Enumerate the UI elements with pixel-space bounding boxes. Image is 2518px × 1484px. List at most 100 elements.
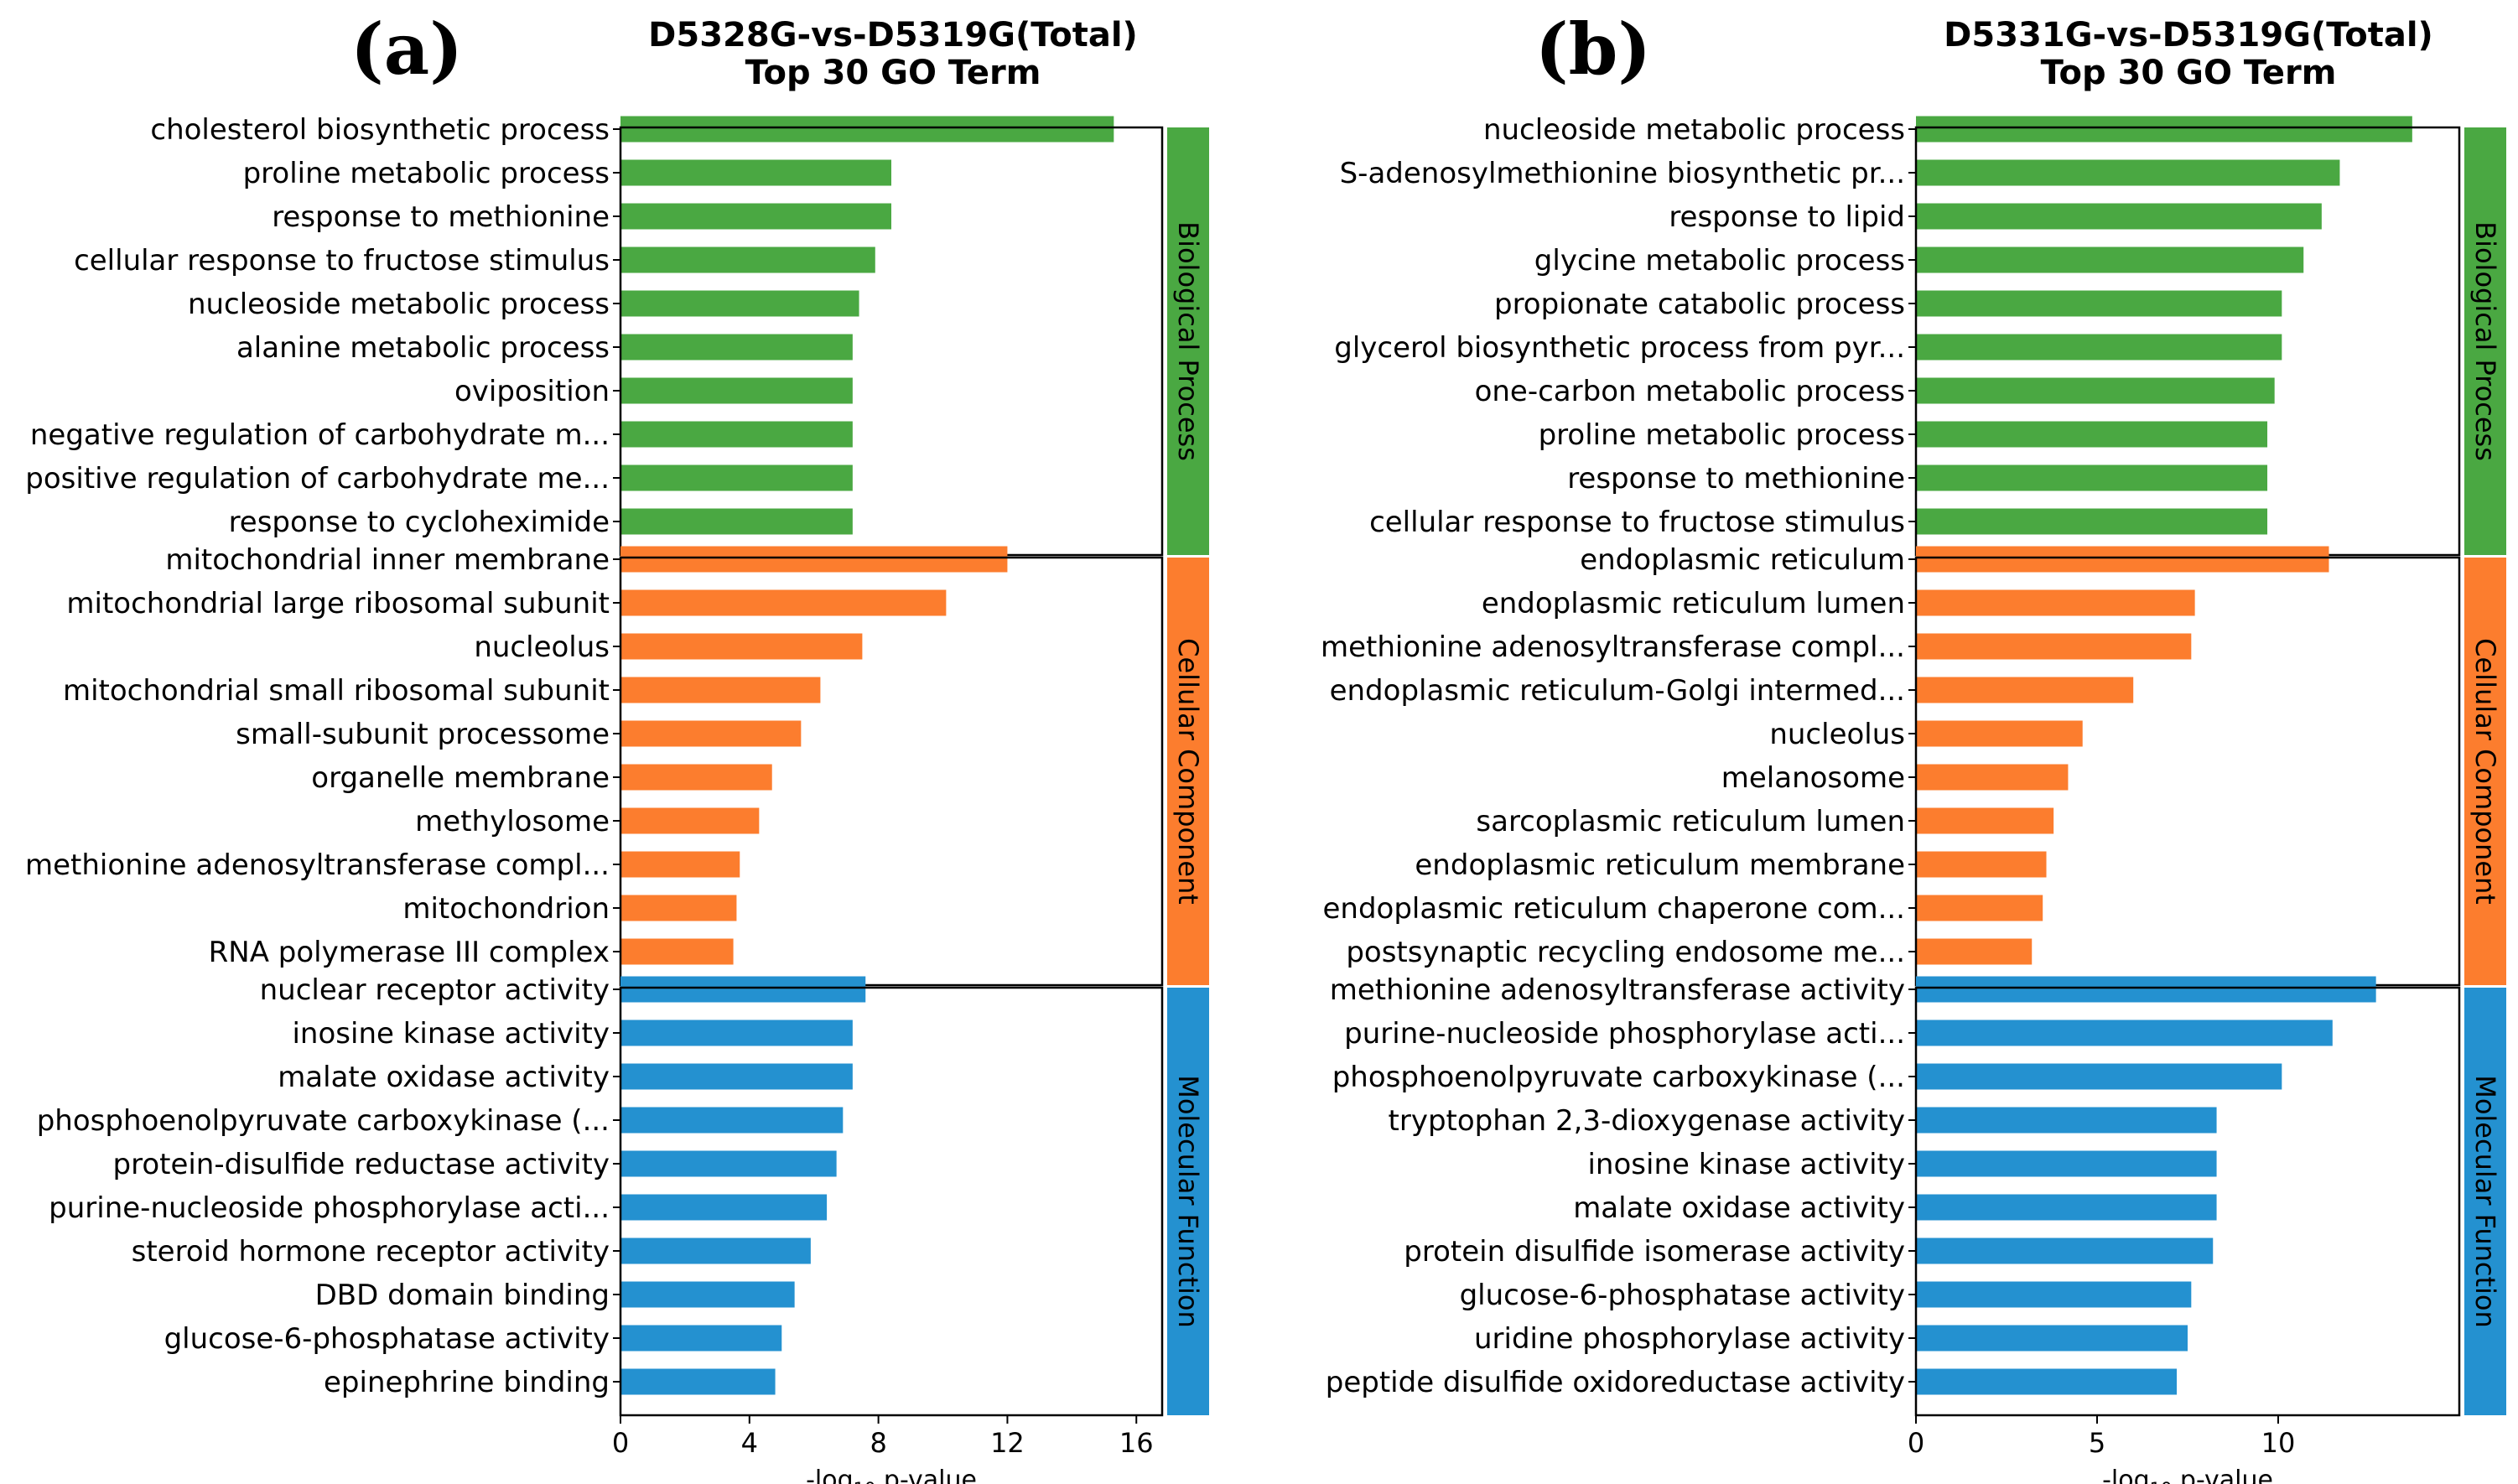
bar	[1916, 1281, 2192, 1308]
x-axis-label: -log10 p-value	[806, 1466, 977, 1484]
bar	[1916, 334, 2282, 361]
bar	[620, 334, 853, 361]
bar	[620, 677, 821, 703]
x-axis-label: -log10 p-value	[2102, 1466, 2273, 1484]
category-label: mitochondrion	[402, 892, 610, 926]
x-tick-label: 16	[1119, 1427, 1154, 1459]
category-label: glycine metabolic process	[1534, 244, 1905, 278]
category-label: cellular response to fructose stimulus	[74, 244, 610, 278]
x-tick-label: 5	[2089, 1427, 2105, 1459]
category-label: endoplasmic reticulum lumen	[1482, 587, 1905, 620]
category-label: response to lipid	[1669, 200, 1905, 234]
bar	[620, 464, 853, 491]
category-label: small-subunit processome	[236, 718, 610, 751]
category-label: glucose-6-phosphatase activity	[1460, 1279, 1905, 1312]
bar	[1916, 633, 2192, 660]
bar	[1916, 895, 2043, 921]
bar	[1916, 720, 2083, 747]
category-label: malate oxidase activity	[1573, 1191, 1905, 1225]
category-label: alanine metabolic process	[236, 331, 610, 365]
bar	[620, 1368, 776, 1395]
category-label: nuclear receptor activity	[260, 973, 610, 1007]
category-label: response to methionine	[272, 200, 610, 234]
category-label: phosphoenolpyruvate carboxykinase (...	[37, 1104, 610, 1138]
category-label: propionate catabolic process	[1494, 288, 1905, 321]
category-label: oviposition	[454, 375, 610, 408]
category-label: epinephrine binding	[324, 1366, 610, 1399]
bar	[1916, 1238, 2214, 1264]
facet-strip	[2464, 558, 2506, 985]
category-label: nucleoside metabolic process	[1483, 113, 1905, 147]
bar	[620, 1063, 853, 1090]
x-tick-label: 10	[2261, 1427, 2296, 1459]
facet-biological-process: cellular response to fructose stimulus re…	[1334, 113, 2506, 557]
bar	[620, 1281, 795, 1308]
bar	[620, 720, 802, 747]
chart-title: D5331G-vs-D5319G(Total)	[1944, 16, 2433, 54]
facet-frame	[619, 556, 1164, 987]
category-label: nucleolus	[474, 630, 610, 664]
category-label: negative regulation of carbohydrate m...	[30, 418, 610, 452]
category-label: S-adenosylmethionine biosynthetic pr...	[1340, 157, 1905, 190]
category-label: melanosome	[1721, 761, 1905, 795]
bar	[620, 1325, 782, 1352]
bar	[1916, 938, 2033, 965]
category-label: endoplasmic reticulum-Golgi intermed...	[1330, 674, 1905, 708]
bar	[1916, 1150, 2217, 1177]
bar	[1916, 1325, 2188, 1352]
category-label: endoplasmic reticulum membrane	[1415, 848, 1905, 882]
bar	[620, 246, 875, 273]
facet-strip	[1167, 988, 1209, 1415]
category-label: organelle membrane	[311, 761, 610, 795]
category-label: inosine kinase activity	[1587, 1148, 1905, 1181]
category-label: endoplasmic reticulum chaperone com...	[1322, 892, 1905, 926]
bar	[620, 508, 853, 535]
facet-molecular-function: peptide disulfide oxidoreductase activit…	[1326, 973, 2506, 1417]
category-label: protein-disulfide reductase activity	[113, 1148, 610, 1181]
bar	[620, 895, 737, 921]
category-label: methylosome	[415, 805, 610, 838]
facet-label: Cellular Component	[2469, 638, 2501, 905]
x-tick-label: 12	[990, 1427, 1025, 1459]
category-label: response to methionine	[1567, 462, 1905, 496]
bar	[1916, 246, 2304, 273]
bar	[1916, 546, 2329, 573]
bar	[1916, 1194, 2217, 1221]
bar	[1916, 290, 2282, 317]
facet-label: Cellular Component	[1172, 638, 1204, 905]
category-label: postsynaptic recycling endosome me...	[1346, 936, 1905, 969]
bar	[620, 976, 866, 1003]
chart-panel-a: (a) D5328G-vs-D5319G(Total)Top 30 GO Term…	[25, 8, 1209, 1484]
facet-frame	[1914, 986, 2461, 1417]
category-label: RNA polymerase III complex	[209, 936, 610, 969]
bar	[620, 807, 760, 834]
x-tick-label: 4	[741, 1427, 758, 1459]
category-label: cholesterol biosynthetic process	[150, 113, 610, 147]
facet-label: Biological Process	[2469, 221, 2501, 461]
facet-cellular-component: postsynaptic recycling endosome me... end…	[1321, 543, 2506, 987]
bar	[1916, 421, 2268, 448]
bar	[1916, 764, 2069, 791]
panel-label: (a)	[350, 8, 463, 91]
bar	[1916, 464, 2268, 491]
category-label: endoplasmic reticulum	[1580, 543, 1905, 577]
bar	[620, 546, 1008, 573]
bar	[1916, 677, 2134, 703]
facet-molecular-function: epinephrine binding glucose-6-phosphatase…	[37, 973, 1209, 1417]
bar	[620, 938, 734, 965]
facet-label: Molecular Function	[2469, 1075, 2501, 1328]
bar	[620, 633, 863, 660]
bar	[1916, 377, 2275, 404]
bar	[1916, 851, 2047, 878]
bar	[620, 1107, 844, 1134]
facet-cellular-component: RNA polymerase III complex mitochondrion m…	[25, 543, 1209, 987]
category-label: one-carbon metabolic process	[1475, 375, 1905, 408]
category-label: nucleoside metabolic process	[188, 288, 610, 321]
chart-panel-b: (b) D5331G-vs-D5319G(Total)Top 30 GO Term…	[1321, 8, 2506, 1484]
category-label: steroid hormone receptor activity	[132, 1235, 610, 1269]
bar	[620, 1150, 837, 1177]
category-label: purine-nucleoside phosphorylase acti...	[49, 1191, 610, 1225]
facet-strip	[1167, 558, 1209, 985]
category-label: proline metabolic process	[1539, 418, 1905, 452]
bar	[1916, 976, 2376, 1003]
